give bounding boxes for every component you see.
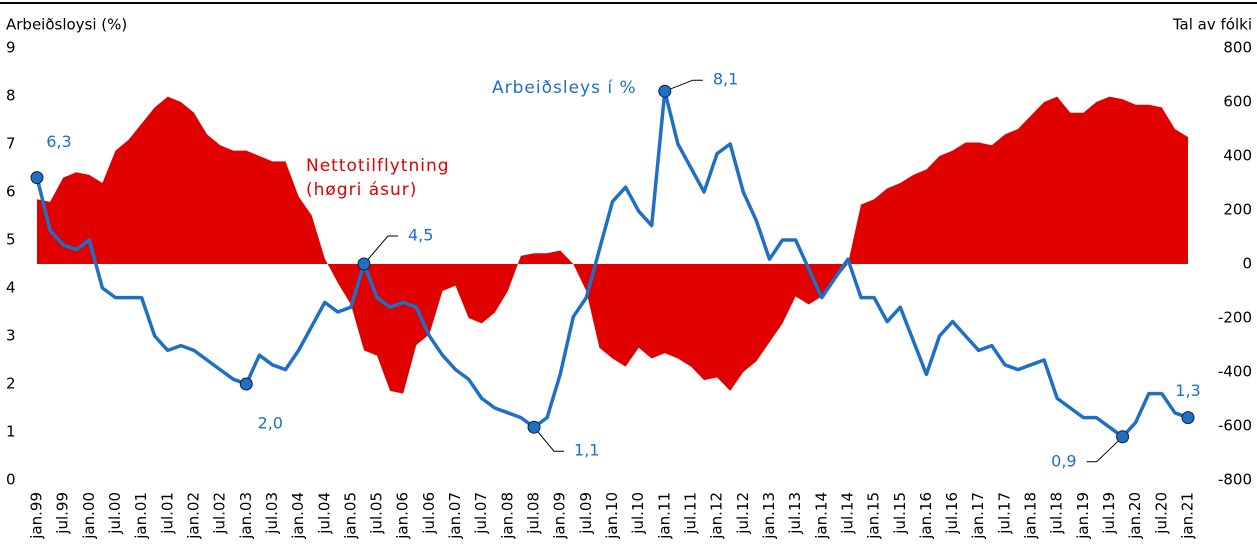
x-tick-label: jul.12 bbox=[734, 492, 752, 535]
x-tick-label: jan.06 bbox=[394, 492, 412, 540]
data-label: 0,9 bbox=[1051, 451, 1076, 470]
data-label: 2,0 bbox=[258, 414, 283, 433]
y2-tick-label: 400 bbox=[1223, 147, 1252, 165]
x-tick-label: jan.07 bbox=[446, 492, 464, 540]
y-tick-label: 0 bbox=[6, 471, 16, 489]
x-tick-label: jan.08 bbox=[498, 492, 516, 540]
y-tick-label: 2 bbox=[6, 375, 16, 393]
x-tick-label: jan.14 bbox=[812, 492, 830, 540]
y2-tick-label: -200 bbox=[1218, 309, 1252, 327]
point-marker bbox=[357, 257, 371, 271]
point-marker bbox=[30, 171, 44, 185]
x-tick-label: jul.08 bbox=[525, 492, 543, 535]
x-tick-label: jan.99 bbox=[28, 492, 46, 540]
x-tick-label: jul.00 bbox=[106, 492, 124, 535]
leader-line bbox=[363, 235, 398, 265]
data-label: 8,1 bbox=[713, 70, 738, 89]
y-axis-title: Arbeiðsloysi (%) bbox=[6, 16, 127, 34]
y-tick-label: 5 bbox=[6, 231, 16, 249]
x-tick-label: jan.09 bbox=[551, 492, 569, 540]
y2-tick-label: 0 bbox=[1242, 255, 1252, 273]
leader-line bbox=[1086, 436, 1123, 463]
y-tick-label: 7 bbox=[6, 135, 16, 153]
x-tick-label: jan.01 bbox=[132, 492, 150, 540]
x-tick-label: jul.10 bbox=[629, 492, 647, 535]
x-tick-label: jan.03 bbox=[237, 492, 255, 540]
x-tick-label: jul.99 bbox=[54, 492, 72, 535]
x-tick-label: jan.16 bbox=[917, 492, 935, 540]
x-tick-label: jan.02 bbox=[184, 492, 202, 540]
x-tick-label: jul.07 bbox=[472, 492, 490, 535]
y2-axis-title: Tal av fólki bbox=[1172, 16, 1252, 34]
x-tick-label: jul.05 bbox=[368, 492, 386, 535]
leader-line bbox=[533, 426, 565, 452]
data-label: 6,3 bbox=[46, 132, 71, 151]
y2-tick-label: -800 bbox=[1218, 471, 1252, 489]
x-tick-label: jan.17 bbox=[969, 492, 987, 540]
x-tick-label: jul.04 bbox=[315, 492, 333, 535]
point-marker bbox=[527, 420, 541, 434]
line bbox=[35, 89, 1189, 439]
x-tick-label: jan.21 bbox=[1179, 492, 1197, 540]
leader-line bbox=[664, 79, 703, 92]
x-tick-label: jul.18 bbox=[1048, 492, 1066, 535]
x-tick-label: jul.03 bbox=[263, 492, 281, 535]
x-tick-label: jul.01 bbox=[158, 492, 176, 535]
y-tick-label: 1 bbox=[6, 423, 16, 441]
x-tick-label: jan.15 bbox=[865, 492, 883, 540]
x-tick-label: jul.06 bbox=[420, 492, 438, 535]
x-tick-label: jan.20 bbox=[1126, 492, 1144, 540]
y-tick-label: 8 bbox=[6, 87, 16, 105]
x-tick-label: jul.19 bbox=[1100, 492, 1118, 535]
x-tick-label: jul.11 bbox=[681, 492, 699, 535]
y2-tick-label: 800 bbox=[1223, 39, 1252, 57]
x-tick-label: jan.00 bbox=[80, 492, 98, 540]
data-label: 1,1 bbox=[574, 441, 599, 460]
y-tick-label: 6 bbox=[6, 183, 16, 201]
point-marker bbox=[239, 377, 253, 391]
x-tick-label: jan.18 bbox=[1022, 492, 1040, 540]
x-tick-label: jul.14 bbox=[838, 492, 856, 535]
x-tick-label: jan.05 bbox=[341, 492, 359, 540]
area bbox=[37, 96, 1188, 394]
x-tick-label: jul.16 bbox=[943, 492, 961, 535]
series-label: Arbeiðsleys í % bbox=[492, 78, 637, 98]
x-tick-label: jan.11 bbox=[655, 492, 673, 540]
y-tick-label: 4 bbox=[6, 279, 16, 297]
x-tick-label: jul.15 bbox=[891, 492, 909, 535]
x-tick-label: jul.17 bbox=[995, 492, 1013, 535]
x-tick-label: jan.04 bbox=[289, 492, 307, 540]
x-tick-label: jan.19 bbox=[1074, 492, 1092, 540]
x-tick-label: jul.02 bbox=[211, 492, 229, 535]
point-marker bbox=[658, 84, 672, 98]
x-tick-label: jul.09 bbox=[577, 492, 595, 535]
y2-tick-label: -400 bbox=[1218, 363, 1252, 381]
x-tick-label: jan.10 bbox=[603, 492, 621, 540]
y-tick-label: 3 bbox=[6, 327, 16, 345]
y2-tick-label: 200 bbox=[1223, 201, 1252, 219]
data-label: 1,3 bbox=[1175, 381, 1200, 400]
data-label: 4,5 bbox=[408, 226, 433, 245]
x-tick-label: jul.20 bbox=[1152, 492, 1170, 535]
point-marker bbox=[1116, 430, 1130, 444]
point-marker bbox=[1181, 411, 1195, 425]
x-tick-label: jan.13 bbox=[760, 492, 778, 540]
y2-tick-label: 600 bbox=[1223, 93, 1252, 111]
x-tick-label: jan.12 bbox=[708, 492, 726, 540]
y-tick-label: 9 bbox=[6, 39, 16, 57]
series-label: Nettotilflytning (høgri ásur) bbox=[306, 156, 450, 200]
y2-tick-label: -600 bbox=[1218, 417, 1252, 435]
x-tick-label: jul.13 bbox=[786, 492, 804, 535]
